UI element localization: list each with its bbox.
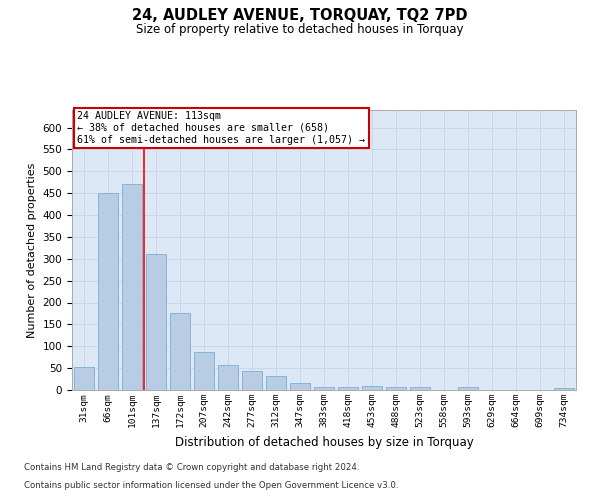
Text: Size of property relative to detached houses in Torquay: Size of property relative to detached ho… <box>136 22 464 36</box>
Bar <box>290 384 310 390</box>
Text: 24, AUDLEY AVENUE, TORQUAY, TQ2 7PD: 24, AUDLEY AVENUE, TORQUAY, TQ2 7PD <box>132 8 468 22</box>
Bar <box>242 371 262 390</box>
Bar <box>122 184 142 390</box>
Bar <box>194 352 214 390</box>
Bar <box>146 254 166 390</box>
Bar <box>458 388 478 390</box>
Bar <box>338 386 358 390</box>
Bar <box>386 387 406 390</box>
Text: Contains public sector information licensed under the Open Government Licence v3: Contains public sector information licen… <box>24 481 398 490</box>
Bar <box>74 367 94 390</box>
Bar <box>314 386 334 390</box>
Bar <box>170 314 190 390</box>
Bar <box>554 388 574 390</box>
Y-axis label: Number of detached properties: Number of detached properties <box>27 162 37 338</box>
Bar <box>218 364 238 390</box>
Text: 24 AUDLEY AVENUE: 113sqm
← 38% of detached houses are smaller (658)
61% of semi-: 24 AUDLEY AVENUE: 113sqm ← 38% of detach… <box>77 112 365 144</box>
Bar <box>266 376 286 390</box>
Bar <box>410 388 430 390</box>
Text: Contains HM Land Registry data © Crown copyright and database right 2024.: Contains HM Land Registry data © Crown c… <box>24 464 359 472</box>
X-axis label: Distribution of detached houses by size in Torquay: Distribution of detached houses by size … <box>175 436 473 448</box>
Bar <box>98 193 118 390</box>
Bar <box>362 386 382 390</box>
